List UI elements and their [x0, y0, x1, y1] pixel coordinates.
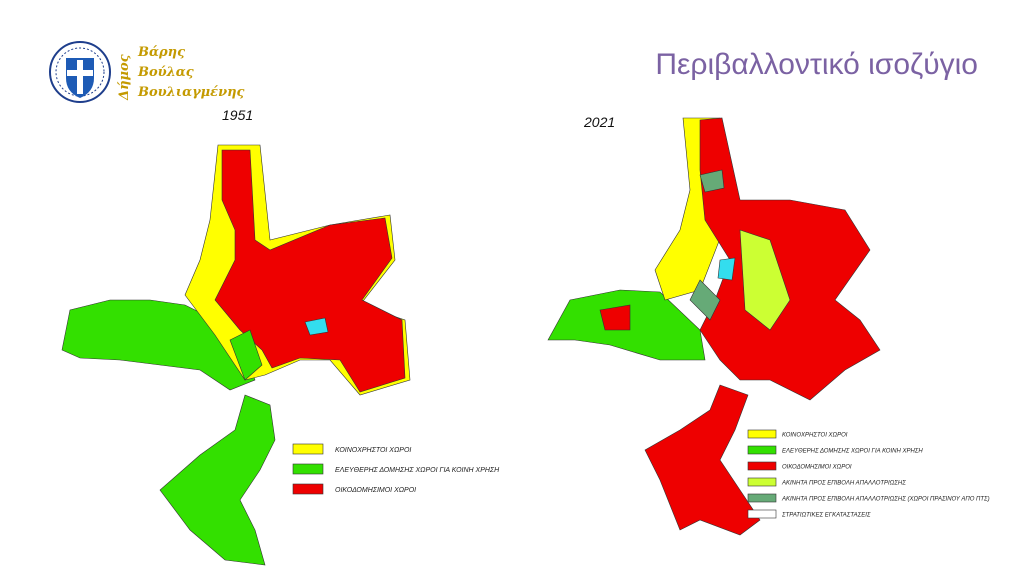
legend-swatch — [747, 509, 777, 519]
legend-label: ΟΙΚΟΔΟΜΗΣΙΜΟΙ ΧΩΡΟΙ — [335, 487, 416, 494]
legend-label: ΑΚΙΝΗΤΑ ΠΡΟΣ ΕΠΙΒΟΛΗ ΑΠΑΛΛΟΤΡΙΩΣΗΣ (ΧΩΡΟ… — [781, 496, 990, 502]
logo-vertical: Δήμος — [117, 54, 132, 101]
legend-label: ΚΟΙΝΟΧΡΗΣΤΟΙ ΧΩΡΟΙ — [335, 447, 411, 454]
map-2021 — [547, 117, 881, 536]
legend-label: ΟΙΚΟΔΟΜΗΣΙΜΟΙ ΧΩΡΟΙ — [782, 464, 852, 470]
slide-title: Περιβαλλοντικό ισοζύγιο — [655, 48, 978, 81]
legend-swatch — [747, 493, 777, 503]
logo-line: Βούλας — [137, 65, 194, 80]
legend-label: ΑΚΙΝΗΤΑ ΠΡΟΣ ΕΠΙΒΟΛΗ ΑΠΑΛΛΟΤΡΙΩΣΗΣ — [781, 480, 906, 486]
emblem — [49, 41, 111, 103]
legends: ΚΟΙΝΟΧΡΗΣΤΟΙ ΧΩΡΟΙ ΕΛΕΥΘΕΡΗΣ ΔΟΜΗΣΗΣ ΧΩΡΟ… — [292, 429, 990, 519]
legend-label: ΚΟΙΝΟΧΡΗΣΤΟΙ ΧΩΡΟΙ — [782, 432, 848, 438]
legend-swatch — [747, 445, 777, 455]
logo-line: Βάρης — [137, 45, 185, 60]
map-1951 — [61, 144, 411, 566]
legend-label: ΕΛΕΥΘΕΡΗΣ ΔΟΜΗΣΗΣ ΧΩΡΟΙ ΓΙΑ ΚΟΙΝΗ ΧΡΗΣΗ — [782, 448, 923, 454]
legend-swatch — [747, 461, 777, 471]
legend-swatch — [292, 443, 324, 455]
legend-swatch — [747, 429, 777, 439]
legend-swatch — [747, 477, 777, 487]
legend-label: ΕΛΕΥΘΕΡΗΣ ΔΟΜΗΣΗΣ ΧΩΡΟΙ ΓΙΑ ΚΟΙΝΗ ΧΡΗΣΗ — [335, 467, 500, 474]
map-year: 1951 — [222, 107, 253, 123]
legend-swatch — [292, 463, 324, 475]
legend-swatch — [292, 483, 324, 495]
logo-line: Βουλιαγμένης — [137, 85, 245, 100]
map-year: 2021 — [583, 114, 615, 130]
legend-label: ΣΤΡΑΤΙΩΤΙΚΕΣ ΕΓΚΑΤΑΣΤΑΣΕΙΣ — [781, 512, 871, 518]
